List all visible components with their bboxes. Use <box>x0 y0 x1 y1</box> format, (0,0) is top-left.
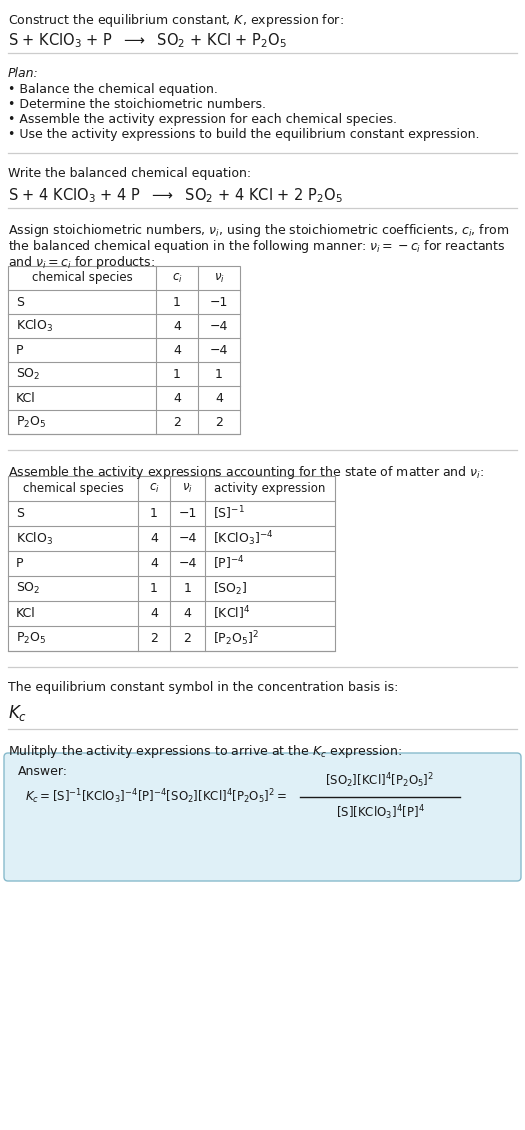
Text: P$_2$O$_5$: P$_2$O$_5$ <box>16 631 46 646</box>
Text: 4: 4 <box>150 607 158 620</box>
Text: P$_2$O$_5$: P$_2$O$_5$ <box>16 415 46 429</box>
Text: S: S <box>16 296 24 308</box>
Text: 4: 4 <box>173 391 181 405</box>
Text: $[\mathrm{S}]^{-1}$: $[\mathrm{S}]^{-1}$ <box>213 505 245 522</box>
Text: Assemble the activity expressions accounting for the state of matter and $\nu_i$: Assemble the activity expressions accoun… <box>8 464 484 481</box>
Text: P: P <box>16 557 24 570</box>
Text: $[\mathrm{SO_2}]$: $[\mathrm{SO_2}]$ <box>213 581 247 597</box>
Text: • Assemble the activity expression for each chemical species.: • Assemble the activity expression for e… <box>8 113 397 127</box>
Text: SO$_2$: SO$_2$ <box>16 366 40 382</box>
Text: $K_c$: $K_c$ <box>8 703 27 723</box>
Text: 1: 1 <box>150 582 158 596</box>
Text: Write the balanced chemical equation:: Write the balanced chemical equation: <box>8 167 251 180</box>
Text: 2: 2 <box>150 632 158 645</box>
Text: 1: 1 <box>215 367 223 381</box>
Text: 4: 4 <box>173 344 181 356</box>
Text: 2: 2 <box>184 632 192 645</box>
Text: $\nu_i$: $\nu_i$ <box>214 271 224 285</box>
Text: Plan:: Plan: <box>8 67 39 80</box>
Text: S + KClO$_3$ + P  $\longrightarrow$  SO$_2$ + KCl + P$_2$O$_5$: S + KClO$_3$ + P $\longrightarrow$ SO$_2… <box>8 31 287 50</box>
Text: KClO$_3$: KClO$_3$ <box>16 530 53 547</box>
Text: 4: 4 <box>173 320 181 332</box>
Text: $\nu_i$: $\nu_i$ <box>182 483 193 495</box>
Text: 1: 1 <box>184 582 192 596</box>
Text: $[\mathrm{P_2O_5}]^2$: $[\mathrm{P_2O_5}]^2$ <box>213 629 259 647</box>
Text: 1: 1 <box>150 507 158 520</box>
Text: activity expression: activity expression <box>214 483 326 495</box>
Text: $[\mathrm{KCl}]^4$: $[\mathrm{KCl}]^4$ <box>213 605 250 623</box>
Text: S: S <box>16 507 24 520</box>
Text: −4: −4 <box>210 344 228 356</box>
Text: KClO$_3$: KClO$_3$ <box>16 318 53 334</box>
Text: 4: 4 <box>150 532 158 545</box>
Text: • Balance the chemical equation.: • Balance the chemical equation. <box>8 82 218 96</box>
Text: $[\mathrm{S}][\mathrm{KClO_3}]^4[\mathrm{P}]^4$: $[\mathrm{S}][\mathrm{KClO_3}]^4[\mathrm… <box>335 803 424 823</box>
Text: 2: 2 <box>173 416 181 428</box>
Text: −1: −1 <box>178 507 197 520</box>
Text: −1: −1 <box>210 296 228 308</box>
Bar <box>8 266 240 434</box>
Text: −4: −4 <box>178 557 197 570</box>
Text: Construct the equilibrium constant, $K$, expression for:: Construct the equilibrium constant, $K$,… <box>8 12 344 29</box>
Text: Answer:: Answer: <box>18 765 68 777</box>
Text: • Determine the stoichiometric numbers.: • Determine the stoichiometric numbers. <box>8 98 266 111</box>
Text: S + 4 KClO$_3$ + 4 P  $\longrightarrow$  SO$_2$ + 4 KCl + 2 P$_2$O$_5$: S + 4 KClO$_3$ + 4 P $\longrightarrow$ S… <box>8 186 343 205</box>
Text: −4: −4 <box>178 532 197 545</box>
Text: SO$_2$: SO$_2$ <box>16 581 40 596</box>
Text: $[\mathrm{KClO_3}]^{-4}$: $[\mathrm{KClO_3}]^{-4}$ <box>213 529 274 548</box>
FancyBboxPatch shape <box>4 753 521 881</box>
Text: $K_c = [\mathrm{S}]^{-1}[\mathrm{KClO_3}]^{-4}[\mathrm{P}]^{-4}[\mathrm{SO_2}][\: $K_c = [\mathrm{S}]^{-1}[\mathrm{KClO_3}… <box>25 788 287 807</box>
Text: Mulitply the activity expressions to arrive at the $K_c$ expression:: Mulitply the activity expressions to arr… <box>8 744 402 760</box>
Text: −4: −4 <box>210 320 228 332</box>
Text: 2: 2 <box>215 416 223 428</box>
Text: 4: 4 <box>150 557 158 570</box>
Text: $[\mathrm{P}]^{-4}$: $[\mathrm{P}]^{-4}$ <box>213 555 245 572</box>
Text: the balanced chemical equation in the following manner: $\nu_i = -c_i$ for react: the balanced chemical equation in the fo… <box>8 238 506 255</box>
Text: 4: 4 <box>215 391 223 405</box>
Text: chemical species: chemical species <box>23 483 123 495</box>
Text: 1: 1 <box>173 367 181 381</box>
Text: • Use the activity expressions to build the equilibrium constant expression.: • Use the activity expressions to build … <box>8 128 479 141</box>
Text: chemical species: chemical species <box>32 271 132 285</box>
Text: KCl: KCl <box>16 391 36 405</box>
Text: and $\nu_i = c_i$ for products:: and $\nu_i = c_i$ for products: <box>8 254 155 271</box>
Bar <box>8 476 335 651</box>
Text: KCl: KCl <box>16 607 36 620</box>
Text: P: P <box>16 344 24 356</box>
Text: The equilibrium constant symbol in the concentration basis is:: The equilibrium constant symbol in the c… <box>8 681 398 694</box>
Text: 1: 1 <box>173 296 181 308</box>
Text: $c_i$: $c_i$ <box>172 271 182 285</box>
Text: Assign stoichiometric numbers, $\nu_i$, using the stoichiometric coefficients, $: Assign stoichiometric numbers, $\nu_i$, … <box>8 221 509 240</box>
Text: $c_i$: $c_i$ <box>149 483 160 495</box>
Text: 4: 4 <box>184 607 192 620</box>
Text: $[\mathrm{SO_2}][\mathrm{KCl}]^4[\mathrm{P_2O_5}]^2$: $[\mathrm{SO_2}][\mathrm{KCl}]^4[\mathrm… <box>326 772 435 790</box>
